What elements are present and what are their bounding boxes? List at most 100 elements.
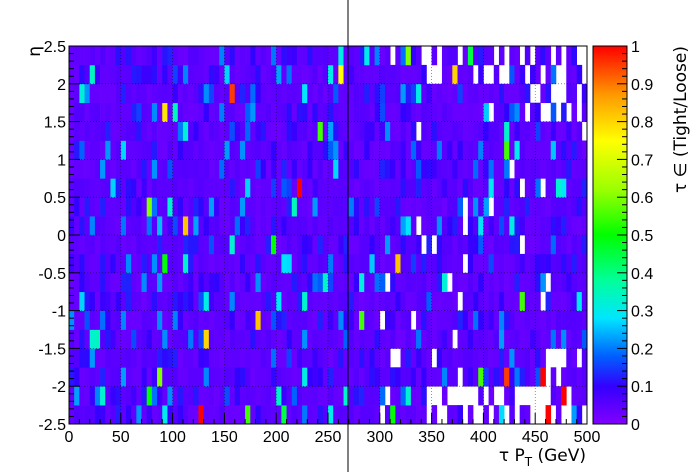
heatmap-cell [374, 140, 381, 160]
heatmap-cell [457, 197, 464, 217]
heatmap-cell [395, 235, 401, 255]
heatmap-cell [514, 121, 521, 141]
z-tick-label: 0 [631, 417, 640, 434]
heatmap-cell [317, 386, 324, 406]
heatmap-cell [426, 121, 432, 141]
heatmap-cell [193, 83, 199, 104]
heatmap-cell [125, 159, 132, 179]
heatmap-cell [286, 367, 293, 387]
heatmap-cell [245, 310, 251, 330]
heatmap-cell [555, 197, 562, 217]
heatmap-cell [462, 46, 469, 66]
heatmap-cell [136, 235, 142, 255]
heatmap-cell [431, 310, 438, 330]
heatmap-cell [307, 159, 313, 179]
heatmap-cell [74, 46, 80, 66]
heatmap-cell [421, 64, 427, 85]
heatmap-cell [447, 235, 453, 255]
heatmap-cell [224, 83, 230, 104]
heatmap-cell [296, 386, 303, 406]
heatmap-cell [571, 121, 577, 141]
heatmap-cell [302, 46, 308, 66]
heatmap-cell [84, 367, 91, 387]
heatmap-cell [110, 291, 116, 311]
heatmap-cell [94, 367, 101, 387]
heatmap-cell [333, 386, 339, 406]
heatmap-cell [431, 83, 438, 104]
heatmap-cell [514, 83, 521, 104]
heatmap-cell [136, 272, 142, 293]
heatmap-cell [509, 310, 515, 330]
heatmap-cell [524, 291, 531, 311]
heatmap-cell [550, 216, 557, 236]
heatmap-cell [333, 64, 339, 85]
heatmap-cell [172, 140, 179, 160]
heatmap-cell [535, 310, 541, 330]
heatmap-cell [514, 140, 521, 160]
heatmap-cell [229, 310, 236, 330]
heatmap-cell [141, 291, 148, 311]
y-tick-label: 0.5 [44, 190, 66, 207]
heatmap-cell [100, 348, 106, 368]
heatmap-cell [473, 197, 479, 217]
heatmap-cell [177, 178, 184, 198]
heatmap-cell [509, 46, 515, 66]
heatmap-cell [198, 291, 205, 311]
heatmap-cell [384, 235, 391, 255]
heatmap-cell [94, 405, 101, 425]
heatmap-cell [100, 329, 106, 349]
heatmap-cell [188, 46, 194, 66]
heatmap-cell [229, 329, 236, 349]
heatmap-cell [131, 235, 137, 255]
heatmap-cell [333, 159, 339, 179]
heatmap-cell [141, 121, 148, 141]
heatmap-cell [281, 291, 287, 311]
heatmap-cell [110, 102, 116, 122]
heatmap-cell [524, 83, 531, 104]
heatmap-cell [431, 121, 438, 141]
heatmap-cell [524, 367, 531, 387]
heatmap-cell [328, 310, 334, 330]
heatmap-cell [348, 140, 355, 160]
heatmap-cell [369, 83, 375, 104]
heatmap-cell [405, 216, 412, 236]
heatmap-cell [239, 121, 246, 141]
heatmap-cell [110, 348, 116, 368]
heatmap-cell [566, 197, 572, 217]
heatmap-cell [302, 159, 308, 179]
heatmap-cell [84, 64, 91, 85]
heatmap-cell [467, 140, 474, 160]
heatmap-cell [545, 291, 552, 311]
heatmap-cell [457, 159, 464, 179]
heatmap-cell [426, 178, 432, 198]
heatmap-cell [136, 102, 142, 122]
heatmap-cell [410, 64, 417, 85]
heatmap-cell [400, 83, 407, 104]
heatmap-cell [353, 121, 360, 141]
heatmap-cell [136, 46, 142, 66]
heatmap-cell [353, 235, 360, 255]
heatmap-cell [276, 329, 282, 349]
heatmap-cell [317, 405, 324, 425]
heatmap-cell [379, 102, 386, 122]
heatmap-cell [364, 367, 370, 387]
heatmap-cell [333, 140, 339, 160]
heatmap-cell [467, 159, 474, 179]
heatmap-cell [457, 216, 464, 236]
heatmap-cell [478, 46, 484, 66]
heatmap-cell [359, 310, 365, 330]
heatmap-cell [182, 329, 189, 349]
heatmap-cell [369, 291, 375, 311]
heatmap-cell [146, 46, 153, 66]
heatmap-cell [504, 310, 510, 330]
heatmap-cell [296, 197, 303, 217]
heatmap-cell [276, 46, 282, 66]
heatmap-cell [105, 178, 111, 198]
heatmap-cell [322, 405, 329, 425]
y-axis-title: η [25, 46, 45, 57]
heatmap-cell [136, 253, 142, 274]
heatmap-cell [566, 64, 572, 85]
heatmap-cell [478, 216, 484, 236]
heatmap-cell [348, 178, 355, 198]
heatmap-cell [530, 121, 536, 141]
